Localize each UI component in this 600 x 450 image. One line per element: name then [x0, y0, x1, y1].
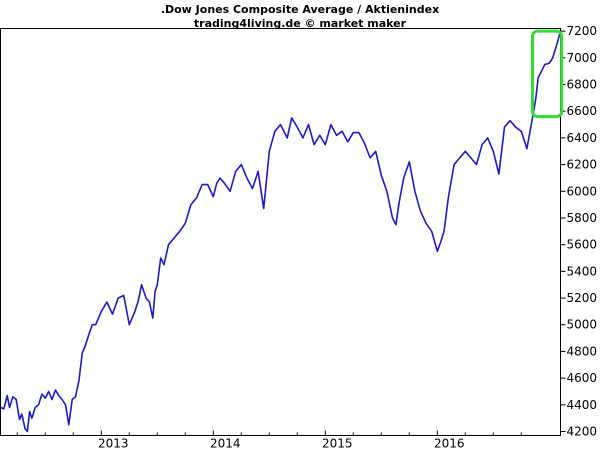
y-tick-label: 6800: [567, 78, 598, 92]
plot-area-frame: [0, 28, 561, 436]
y-tick-label: 6400: [567, 131, 598, 145]
y-tick-label: 4400: [567, 398, 598, 412]
y-tick-label: 5800: [567, 211, 598, 225]
y-tick-label: 4800: [567, 344, 598, 358]
y-tick-label: 5000: [567, 318, 598, 332]
y-tick-label: 7200: [567, 24, 598, 38]
y-tick-label: 6600: [567, 104, 598, 118]
y-tick-label: 7000: [567, 51, 598, 65]
y-axis: 4200 4400 4600 4800 5000 5200 5400 5600 5800 6000…: [560, 24, 598, 438]
chart-title: .Dow Jones Composite Average / Aktienind…: [161, 3, 439, 16]
y-tick-label: 5200: [567, 291, 598, 305]
y-tick-label: 6000: [567, 184, 598, 198]
x-tick-label: 2015: [322, 437, 353, 450]
x-axis: 2013 2014 2015 2016: [16, 430, 522, 450]
series-line: [0, 30, 562, 433]
highlight-layer: [531, 29, 564, 119]
y-tick-label: 6200: [567, 158, 598, 172]
x-tick-label: 2014: [210, 437, 241, 450]
series-layer: [0, 30, 562, 433]
y-tick-label: 4600: [567, 371, 598, 385]
y-tick-label: 5600: [567, 238, 598, 252]
highlight-box: [531, 29, 564, 119]
y-tick-label: 4200: [567, 424, 598, 438]
x-tick-label: 2016: [434, 437, 465, 450]
chart-subtitle: trading4living.de © market maker: [194, 17, 407, 30]
y-tick-label: 5400: [567, 264, 598, 278]
x-tick-label: 2013: [98, 437, 129, 450]
